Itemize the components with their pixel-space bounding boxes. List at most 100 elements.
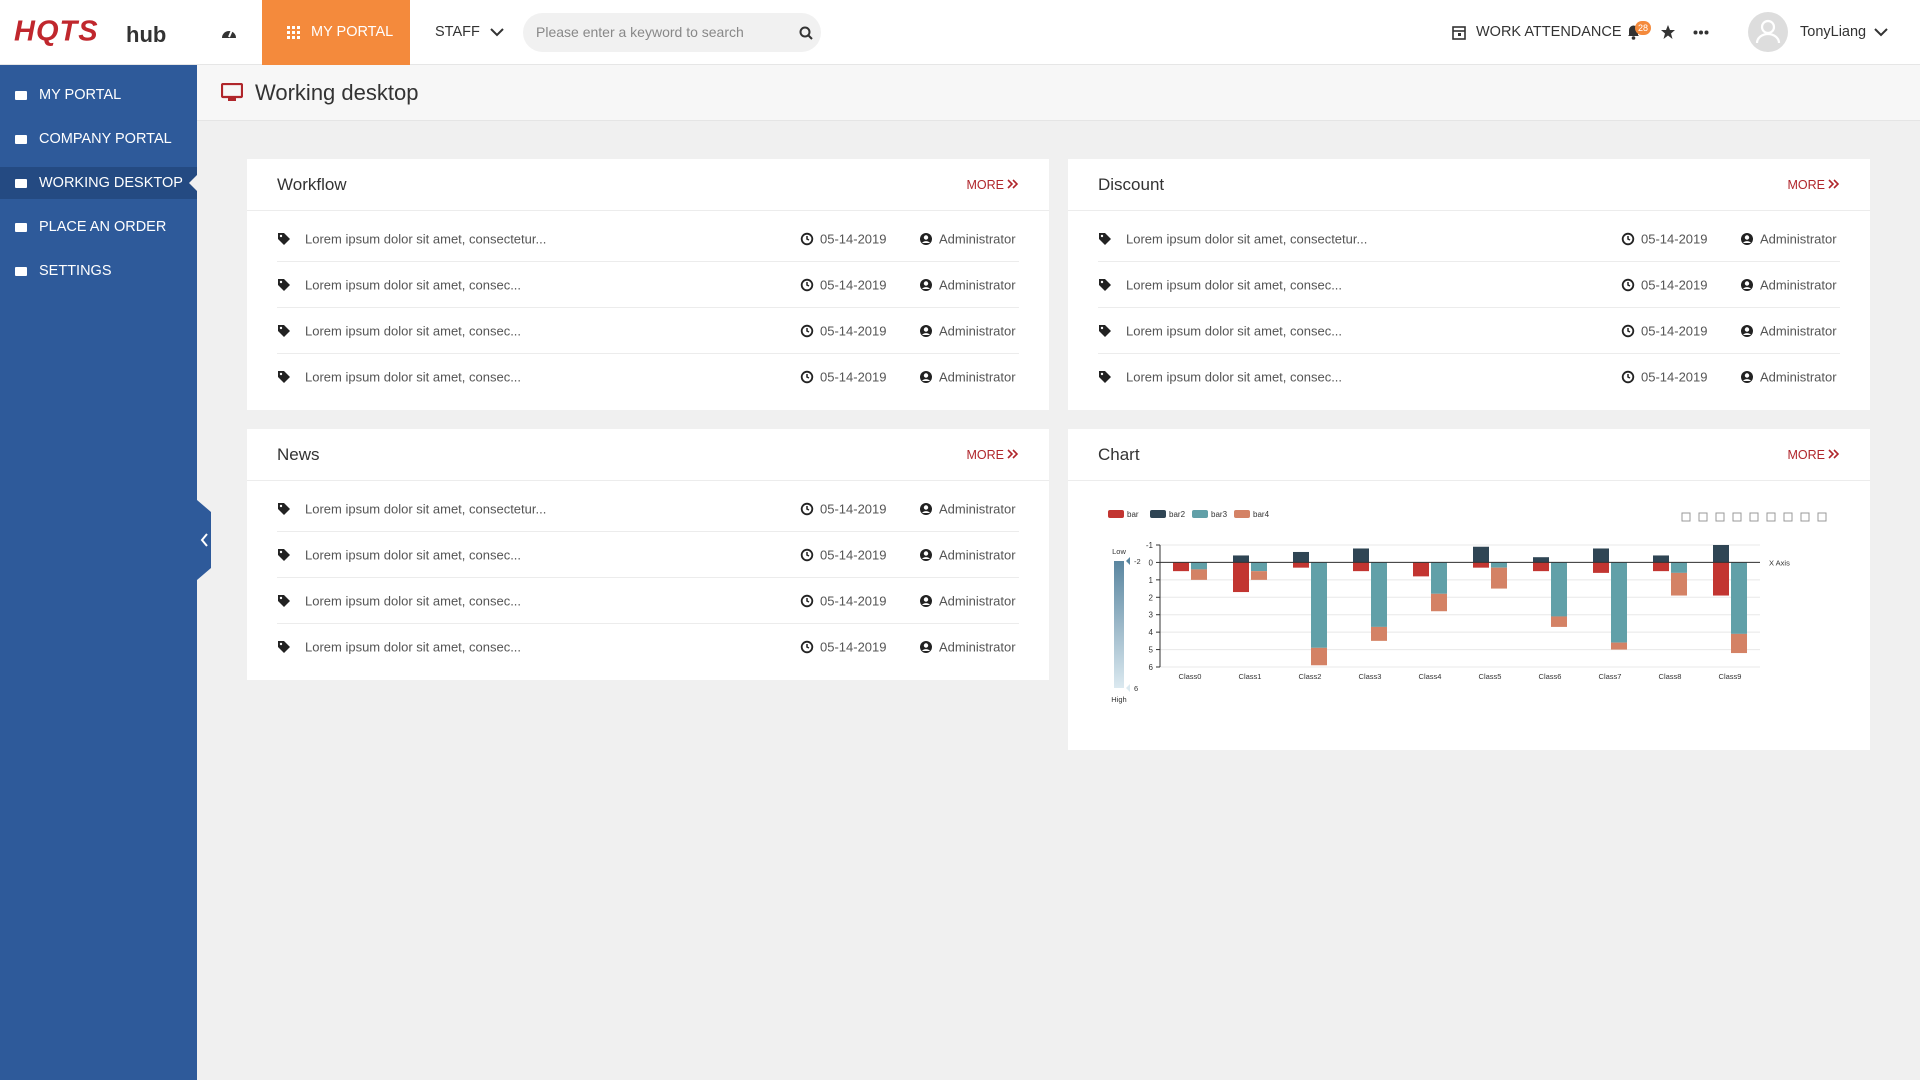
row-text: Lorem ipsum dolor sit amet, consec... bbox=[305, 547, 522, 563]
sidebar-item[interactable]: WORKING DESKTOP bbox=[0, 167, 197, 199]
more-text: MORE bbox=[966, 448, 1005, 462]
more-link[interactable]: MORE bbox=[967, 448, 1020, 462]
icon-head bbox=[1744, 281, 1750, 286]
chevron[interactable] bbox=[1874, 27, 1888, 37]
sidebar-item[interactable]: MY PORTAL bbox=[0, 79, 197, 111]
list-row[interactable]: Lorem ipsum dolor sit amet, consec... 05-… bbox=[277, 624, 1019, 670]
x-tick-label: Class0 bbox=[1179, 672, 1202, 681]
clock-icon bbox=[800, 232, 814, 246]
row-date: 05-14-2019 bbox=[1641, 231, 1708, 247]
icon-shape bbox=[1621, 278, 1635, 292]
visual-map-high: High bbox=[1111, 695, 1126, 704]
chev bbox=[1828, 179, 1835, 189]
user-name[interactable]: TonyLiang bbox=[1800, 24, 1867, 40]
icon-dot bbox=[1100, 326, 1104, 330]
tag-icon bbox=[278, 641, 290, 653]
tag-icon bbox=[1099, 279, 1111, 291]
list-row[interactable]: Lorem ipsum dolor sit amet, consec... 05-… bbox=[277, 308, 1019, 354]
search-icon[interactable] bbox=[799, 26, 813, 40]
notification-badge: 28 bbox=[1635, 21, 1651, 35]
clock-icon bbox=[800, 278, 814, 292]
list-row[interactable]: Lorem ipsum dolor sit amet, consec... 05-… bbox=[1098, 354, 1840, 400]
more-link[interactable]: MORE bbox=[967, 178, 1020, 192]
icon-shape bbox=[800, 324, 814, 338]
icon-body bbox=[922, 511, 930, 513]
icon-shape bbox=[278, 595, 290, 607]
list-row[interactable]: Lorem ipsum dolor sit amet, consec... 05-… bbox=[277, 262, 1019, 308]
chev bbox=[1012, 449, 1019, 459]
list-row[interactable]: Lorem ipsum dolor sit amet, consectetur.… bbox=[277, 216, 1019, 262]
clock-icon bbox=[1621, 278, 1635, 292]
icon-head bbox=[923, 281, 929, 286]
icon-shape bbox=[800, 502, 814, 516]
list-row[interactable]: Lorem ipsum dolor sit amet, consectetur.… bbox=[277, 486, 1019, 532]
chevron[interactable] bbox=[490, 27, 504, 37]
icon-shape bbox=[800, 278, 814, 292]
sidebar: MY PORTAL COMPANY PORTAL WORKING DESKTOP PL… bbox=[0, 65, 211, 1080]
visual-map-min: -2 bbox=[1134, 557, 1141, 566]
more-icon[interactable] bbox=[1693, 30, 1709, 35]
list-row[interactable]: Lorem ipsum dolor sit amet, consec... 05-… bbox=[277, 354, 1019, 400]
work-attendance[interactable]: WORK ATTENDANCE bbox=[1476, 24, 1622, 40]
row-author: Administrator bbox=[1760, 369, 1837, 385]
list-row[interactable]: Lorem ipsum dolor sit amet, consec... 05-… bbox=[1098, 262, 1840, 308]
row-author: Administrator bbox=[939, 231, 1016, 247]
bar bbox=[1653, 555, 1669, 563]
nav-active[interactable]: MY PORTAL bbox=[262, 0, 410, 65]
collapse-tab[interactable] bbox=[197, 500, 211, 580]
icon-hand bbox=[1627, 374, 1631, 379]
user-icon bbox=[1741, 279, 1753, 291]
bar bbox=[1611, 562, 1627, 643]
logo[interactable]: HQTS bbox=[14, 15, 99, 48]
icon-body bbox=[922, 241, 930, 243]
panel-title: Workflow bbox=[277, 175, 347, 194]
clock-icon bbox=[800, 640, 814, 654]
row-text: Lorem ipsum dolor sit amet, consectetur.… bbox=[305, 501, 547, 517]
icon-shape bbox=[1099, 371, 1111, 383]
x-tick-label: Class9 bbox=[1719, 672, 1742, 681]
list-row[interactable]: Lorem ipsum dolor sit amet, consectetur.… bbox=[1098, 216, 1840, 262]
list-row[interactable]: Lorem ipsum dolor sit amet, consec... 05-… bbox=[277, 532, 1019, 578]
toolbox-icon bbox=[1681, 512, 1691, 522]
star-icon[interactable] bbox=[1660, 24, 1676, 40]
icon-body bbox=[922, 287, 930, 289]
nav-item[interactable]: STAFF bbox=[435, 24, 480, 40]
more-link[interactable]: MORE bbox=[1788, 178, 1841, 192]
sidebar-item[interactable]: COMPANY PORTAL bbox=[0, 123, 197, 155]
row-author: Administrator bbox=[939, 639, 1016, 655]
icon-hand bbox=[806, 236, 810, 241]
row-author: Administrator bbox=[939, 501, 1016, 517]
icon-hand bbox=[806, 328, 810, 333]
panel-title: News bbox=[277, 445, 320, 464]
dashboard-icon[interactable] bbox=[220, 24, 238, 40]
bar bbox=[1371, 562, 1387, 627]
visual-map-handle bbox=[1126, 557, 1130, 565]
row-text: Lorem ipsum dolor sit amet, consec... bbox=[305, 593, 522, 609]
row-author: Administrator bbox=[939, 323, 1016, 339]
bar bbox=[1413, 562, 1429, 577]
avatar[interactable] bbox=[1748, 12, 1788, 52]
user-icon bbox=[920, 641, 932, 653]
icon-dot bbox=[1100, 234, 1104, 238]
list-row[interactable]: Lorem ipsum dolor sit amet, consec... 05-… bbox=[1098, 308, 1840, 354]
icon-dot bbox=[279, 372, 283, 376]
calendar-icon bbox=[1452, 26, 1466, 40]
y-tick-label: -1 bbox=[1146, 541, 1154, 550]
row-author: Administrator bbox=[939, 277, 1016, 293]
icon-dot bbox=[279, 596, 283, 600]
row-author: Administrator bbox=[939, 593, 1016, 609]
panel-title: Chart bbox=[1098, 445, 1140, 464]
list-row[interactable]: Lorem ipsum dolor sit amet, consec... 05-… bbox=[277, 578, 1019, 624]
list: Lorem ipsum dolor sit amet, consectetur.… bbox=[277, 486, 1019, 670]
x-tick-label: Class7 bbox=[1599, 672, 1622, 681]
sidebar-item[interactable]: SETTINGS bbox=[0, 255, 197, 287]
bar bbox=[1731, 562, 1747, 634]
more-link[interactable]: MORE bbox=[1788, 448, 1841, 462]
toolbox-icon bbox=[1715, 512, 1725, 522]
search-box[interactable]: Please enter a keyword to search bbox=[523, 13, 821, 52]
bar bbox=[1593, 548, 1609, 563]
icon-head bbox=[1744, 373, 1750, 378]
row-author: Administrator bbox=[1760, 231, 1837, 247]
sidebar-item[interactable]: PLACE AN ORDER bbox=[0, 211, 197, 243]
